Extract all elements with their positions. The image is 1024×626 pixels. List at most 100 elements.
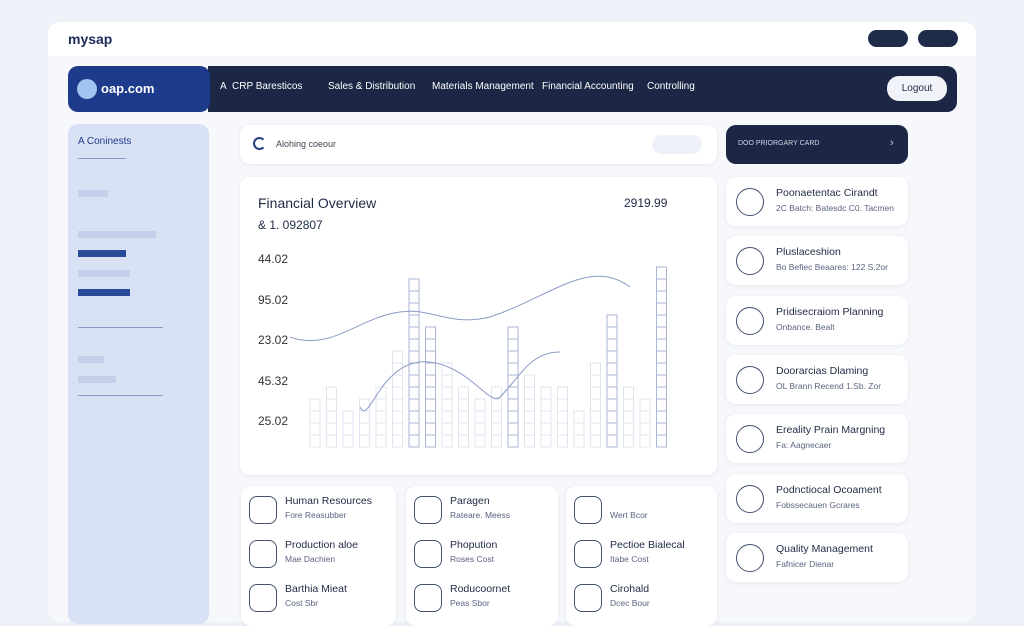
menu-item[interactable]: [78, 376, 116, 383]
nav-item[interactable]: CRP Baresticos: [232, 81, 303, 92]
chart-cell: [507, 398, 519, 412]
chart-cell: [342, 422, 354, 436]
chart-cell: [540, 386, 552, 400]
chart-cell: [408, 338, 420, 352]
side-card[interactable]: Pluslaceshion Bo Befiec Beaares: 122 S.2o…: [726, 236, 908, 286]
chart-cell: [408, 278, 420, 292]
chart-cell: [408, 422, 420, 436]
menu-item[interactable]: [78, 250, 126, 257]
chart-cell: [326, 422, 337, 436]
chart-cell: [656, 338, 667, 352]
chart-cell: [375, 422, 387, 436]
overview-title: Financial Overview: [258, 195, 377, 211]
overview-card: Financial Overview & 1. 092807 2919.99 4…: [240, 177, 717, 475]
card-icon: [736, 484, 764, 513]
module-icon: [414, 540, 442, 568]
chart-cell: [458, 410, 469, 424]
menu-item[interactable]: [78, 270, 130, 277]
chart-cell: [491, 422, 502, 436]
chart-cell: [458, 434, 469, 448]
sidebar: A Coninests: [68, 124, 209, 624]
chart-cell: [474, 410, 486, 424]
axis-label: 45.32: [258, 373, 289, 388]
nav-item[interactable]: Materials Management: [432, 81, 534, 92]
chart-cell: [606, 362, 618, 376]
module-title[interactable]: Barthia Mieat: [285, 583, 347, 595]
axis-label: 25.02: [258, 414, 289, 428]
promo-card[interactable]: DOO PRIORGARY CARD ›: [726, 125, 908, 164]
module-title[interactable]: Phopution: [450, 539, 498, 551]
sidebar-title: A Coninests: [78, 136, 132, 147]
chart-cell: [309, 398, 321, 412]
module-icon: [249, 540, 277, 568]
module-title[interactable]: Roducoornet: [450, 583, 511, 595]
chart-cell: [656, 374, 667, 388]
chart-cell: [606, 386, 618, 400]
chart-cell: [458, 422, 469, 436]
brand-logo: [77, 79, 97, 99]
overview-subtitle: & 1. 092807: [258, 218, 323, 232]
module-title[interactable]: Pectioe Bialecal: [610, 539, 685, 551]
nav-item[interactable]: Controlling: [647, 81, 695, 92]
module-icon: [249, 584, 277, 612]
chart-cell: [656, 386, 667, 400]
chart-cell: [359, 434, 370, 448]
chart-cell: [474, 434, 486, 448]
chart-cell: [474, 398, 486, 412]
chart-cell: [524, 374, 535, 388]
top-bar: mysap: [48, 22, 976, 56]
module-subtitle: Peas Sbor: [450, 598, 490, 608]
chart-cell: [408, 314, 420, 328]
nav-item[interactable]: Financial Accounting: [542, 81, 634, 92]
module-icon: [414, 496, 442, 524]
side-card[interactable]: Podnctiocal Ocoament Fobssecauen Gcrares: [726, 473, 908, 523]
chart-cell: [656, 290, 667, 304]
chart-cell: [408, 386, 420, 400]
promo-arrow: ›: [890, 137, 894, 149]
nav-item[interactable]: A: [220, 81, 227, 92]
axis-label: 44.02: [258, 252, 289, 266]
side-card[interactable]: Quality Management Fafnicer Dienar: [726, 532, 908, 582]
module-title[interactable]: Paragen: [450, 495, 490, 507]
module-icon: [574, 584, 602, 612]
side-card[interactable]: Ereality Prain Margning Fa: Aagnecaer: [726, 414, 908, 464]
module-title[interactable]: Production aloe: [285, 539, 358, 551]
chart-cell: [408, 398, 420, 412]
module-title[interactable]: Human Resources: [285, 495, 372, 507]
chart-cell: [524, 410, 535, 424]
logout-button[interactable]: Logout: [887, 76, 947, 101]
chart-cell: [656, 398, 667, 412]
search-bar[interactable]: Alohing coeour: [240, 125, 717, 164]
card-title: Doorarcias Dlaming: [776, 364, 869, 377]
nav-bar: [208, 66, 957, 112]
side-card[interactable]: Pridisecraiom Planning Onbance. Bealt: [726, 295, 908, 345]
chart-cell: [507, 350, 519, 364]
side-card[interactable]: Doorarcias Dlaming OL Brann Recend 1.Sb. …: [726, 354, 908, 404]
module-title[interactable]: Cirohald: [610, 583, 650, 595]
chart-cell: [425, 386, 436, 400]
menu-item[interactable]: [78, 231, 156, 238]
chart-cell: [375, 434, 387, 448]
chart-cell: [656, 326, 667, 340]
menu-item[interactable]: [78, 356, 104, 363]
chart-cell: [425, 338, 436, 352]
window-button[interactable]: [868, 30, 908, 47]
chart-cell: [656, 314, 667, 328]
chart-cell: [491, 398, 502, 412]
nav-item[interactable]: Sales & Distribution: [328, 81, 416, 92]
brand[interactable]: oap.com: [68, 66, 210, 112]
chart-cell: [623, 422, 634, 436]
module-icon: [574, 540, 602, 568]
chart-cell: [639, 410, 651, 424]
module-subtitle: Cost Sbr: [285, 598, 319, 608]
chart-cell: [656, 266, 667, 280]
search-options[interactable]: [652, 135, 702, 154]
chart-cell: [639, 398, 651, 412]
window-button[interactable]: [918, 30, 958, 47]
chart-cell: [458, 386, 469, 400]
side-card[interactable]: Poonaetentac Cirandt 2C Batch: Batesdc C0…: [726, 177, 908, 226]
promo-label: DOO PRIORGARY CARD: [738, 140, 820, 147]
menu-item[interactable]: [78, 190, 108, 197]
chart-cell: [507, 410, 519, 424]
menu-item[interactable]: [78, 289, 130, 296]
